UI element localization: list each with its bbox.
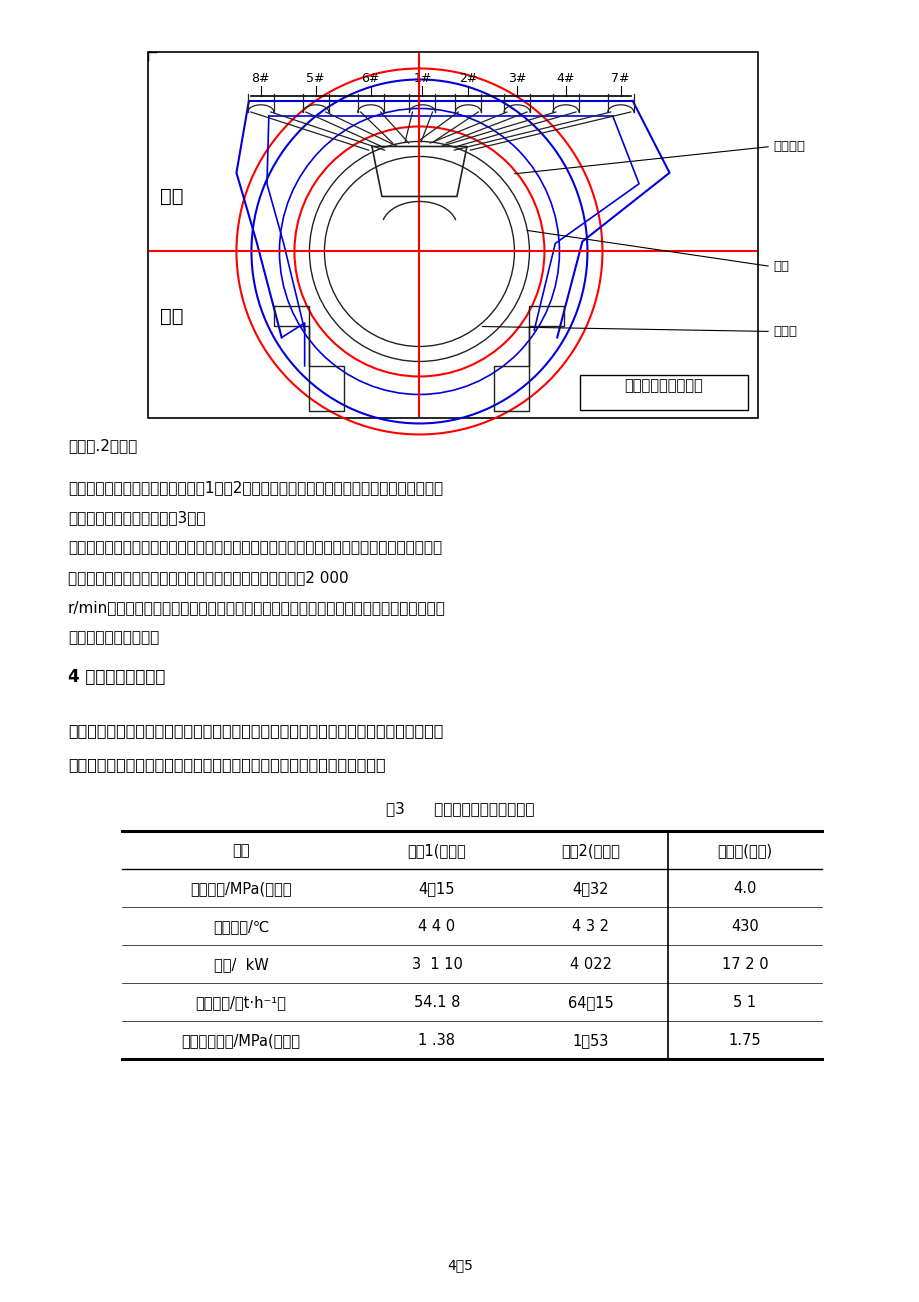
Text: 1#: 1#: [413, 72, 431, 85]
Text: 对于压力级，在改造过程中把对第1和第2压力级隔板喷嘴上原来封堵较多的专用喷嘴堵块进: 对于压力级，在改造过程中把对第1和第2压力级隔板喷嘴上原来封堵较多的专用喷嘴堵块…: [68, 480, 443, 495]
Text: 4。32: 4。32: [573, 881, 608, 896]
Text: 2#: 2#: [459, 72, 477, 85]
Text: 工况2(改后）: 工况2(改后）: [561, 844, 619, 858]
Text: 调速门头: 调速门头: [772, 141, 804, 152]
Text: 工况1(改后）: 工况1(改后）: [407, 844, 466, 858]
Text: 7#: 7#: [611, 72, 630, 85]
Text: 4 022: 4 022: [570, 957, 611, 973]
Text: 64．15: 64．15: [568, 995, 613, 1010]
Bar: [579, 375, 747, 410]
Text: 4。15: 4。15: [418, 881, 455, 896]
Text: 1．53: 1．53: [573, 1034, 608, 1048]
Text: 汽道: 汽道: [772, 260, 789, 273]
Text: 17 2 0: 17 2 0: [720, 957, 767, 973]
Text: 表3      改造前后的典型运行工况: 表3 改造前后的典型运行工况: [385, 801, 534, 816]
Text: 重环以防止汽轮机重心偏移，经过计算，临界转速应控制在2 000: 重环以防止汽轮机重心偏移，经过计算，临界转速应控制在2 000: [68, 570, 348, 585]
Bar: [148, 52, 757, 418]
Text: 4 4 0: 4 4 0: [418, 919, 455, 935]
Text: 1 .38: 1 .38: [418, 1034, 455, 1048]
Text: 8#: 8#: [251, 72, 270, 85]
Text: r/min以内。为了降低排汽压力，对排汽背压管廊管道进行改造，最大程度上减少压损，提: r/min以内。为了降低排汽压力，对排汽背压管廊管道进行改造，最大程度上减少压损…: [68, 600, 446, 615]
Text: 4.0: 4.0: [732, 881, 755, 896]
Text: 54.1 8: 54.1 8: [414, 995, 460, 1010]
Text: 主汽温度/℃: 主汽温度/℃: [212, 919, 269, 935]
Text: 1.75: 1.75: [728, 1034, 761, 1048]
Text: 喷嘴组: 喷嘴组: [772, 326, 796, 339]
Text: 行拆除，拆除末级隔板（第3级）: 行拆除，拆除末级隔板（第3级）: [68, 510, 205, 525]
Text: 3#: 3#: [507, 72, 526, 85]
Text: 本解决存在的问题，经过１年多的运行，实际效果良好，达到原设计目的。: 本解决存在的问题，经过１年多的运行，实际效果良好，达到原设计目的。: [68, 756, 385, 772]
Text: 5 1: 5 1: [732, 995, 755, 1010]
Text: 4#: 4#: [556, 72, 574, 85]
Text: ３．３.2压力级: ３．３.2压力级: [68, 437, 137, 453]
Text: 4 3 2: 4 3 2: [572, 919, 608, 935]
Text: 高压缸喷嘴组前视图: 高压缸喷嘴组前视图: [624, 378, 703, 393]
Text: 这次改造由保定市伊宁电力机械设备有限责任公司承担，改造后该机组一次并网成功，基: 这次改造由保定市伊宁电力机械设备有限责任公司承担，改造后该机组一次并网成功，基: [68, 723, 443, 738]
Text: 负荷/  kW: 负荷/ kW: [213, 957, 268, 973]
Text: 5#: 5#: [306, 72, 324, 85]
Text: ，取出末级（第３级）叶轮的叶片并保留叶根（从恢复和保护叶根槽部考虑），增加同质量配: ，取出末级（第３级）叶轮的叶片并保留叶根（从恢复和保护叶根槽部考虑），增加同质量…: [68, 540, 442, 555]
Text: 6#: 6#: [361, 72, 380, 85]
Text: 下缸: 下缸: [160, 307, 184, 326]
Text: 3  1 10: 3 1 10: [411, 957, 462, 973]
Text: 4 改造后运行效果：: 4 改造后运行效果：: [68, 668, 165, 686]
Text: 项目: 项目: [232, 844, 249, 858]
Text: 高整机蒸汽有效焓降。: 高整机蒸汽有效焓降。: [68, 630, 159, 644]
Text: 430: 430: [731, 919, 758, 935]
Text: 工况３(改前): 工况３(改前): [717, 844, 772, 858]
Text: 主汽流量/（t·h⁻¹）: 主汽流量/（t·h⁻¹）: [196, 995, 286, 1010]
Text: 上缸: 上缸: [160, 187, 184, 206]
Text: 调节级后压力/MPa(表压）: 调节级后压力/MPa(表压）: [181, 1034, 301, 1048]
Text: 4／5: 4／5: [447, 1258, 472, 1272]
Text: 主汽压力/MPa(表压）: 主汽压力/MPa(表压）: [190, 881, 291, 896]
